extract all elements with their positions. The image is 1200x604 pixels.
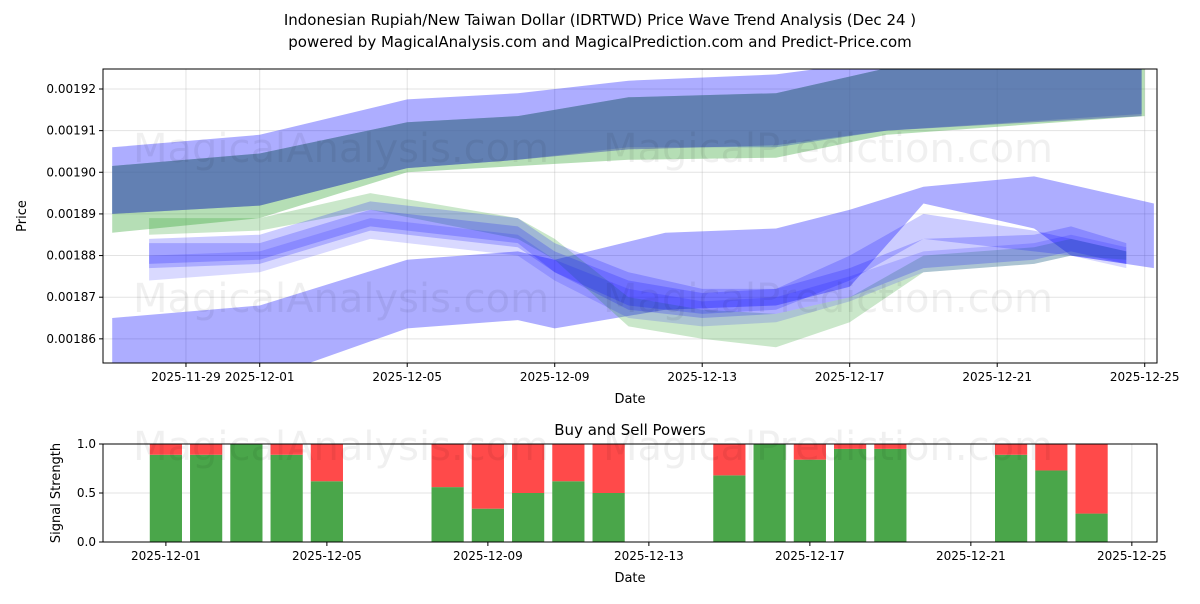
sell-bar — [270, 444, 303, 455]
price-ytick-label: 0.00187 — [46, 290, 96, 304]
chart-title-line2: powered by MagicalAnalysis.com and Magic… — [288, 33, 912, 51]
watermark-magicalprediction: MagicalPrediction.com — [603, 126, 1053, 172]
sell-bar — [431, 444, 464, 488]
signal-title: Buy and Sell Powers — [554, 421, 706, 439]
buy-bar — [552, 481, 585, 542]
buy-bar — [1035, 470, 1068, 542]
signal-xtick-label: 2025-12-01 — [131, 549, 201, 563]
wave-band-4 — [149, 218, 1127, 327]
price-xtick-label: 2025-12-09 — [520, 370, 590, 384]
wave-band-3 — [149, 209, 1127, 314]
price-ylabel: Price — [15, 200, 30, 232]
buy-bar — [793, 459, 826, 542]
lower-outer-band — [112, 176, 1154, 363]
sell-bar — [834, 444, 867, 449]
signal-xtick-label: 2025-12-05 — [292, 549, 362, 563]
signal-xtick-label: 2025-12-09 — [453, 549, 523, 563]
price-xtick-label: 2025-12-01 — [225, 370, 295, 384]
signal-xlabel: Date — [614, 571, 645, 586]
sell-bar — [1035, 444, 1068, 471]
sell-bar — [190, 444, 223, 455]
sell-bar — [471, 444, 504, 509]
price-xtick-label: 2025-12-25 — [1110, 370, 1180, 384]
price-bands — [112, 69, 1154, 363]
buy-bar — [230, 444, 263, 542]
watermark-magicalanalysis: MagicalAnalysis.com — [133, 424, 549, 470]
buy-bar — [431, 487, 464, 542]
buy-bar — [471, 508, 504, 542]
buy-bar — [1075, 513, 1108, 542]
sell-bar — [512, 444, 545, 493]
buy-bar — [270, 454, 303, 542]
signal-xtick-label: 2025-12-13 — [614, 549, 684, 563]
price-ytick-label: 0.00191 — [46, 124, 96, 138]
sell-bar — [592, 444, 625, 493]
signal-xtick-label: 2025-12-21 — [936, 549, 1006, 563]
buy-bar — [310, 481, 343, 542]
price-ytick-label: 0.00189 — [46, 207, 96, 221]
watermark-magicalprediction: MagicalPrediction.com — [603, 424, 1053, 470]
sell-bar — [552, 444, 585, 482]
buy-bar — [190, 454, 223, 542]
sell-bar — [149, 444, 182, 455]
buy-bar — [834, 448, 867, 542]
price-ytick-label: 0.00190 — [46, 165, 96, 179]
buy-bar — [874, 448, 907, 542]
signal-ytick-label: 0.0 — [77, 535, 96, 549]
buy-bar — [995, 454, 1028, 542]
sell-bar — [310, 444, 343, 482]
signal-xtick-label: 2025-12-25 — [1097, 549, 1167, 563]
price-xtick-label: 2025-11-29 — [151, 370, 221, 384]
price-chart: 2025-11-29 2025-12-01 2025-12-05 2025-12-09… — [46, 68, 1180, 384]
watermark-magicalanalysis: MagicalAnalysis.com — [133, 126, 549, 172]
sell-bar — [713, 444, 746, 476]
price-xtick-label: 2025-12-21 — [962, 370, 1032, 384]
wave-band-2 — [149, 201, 1127, 318]
upper-core-band — [112, 69, 1142, 214]
buy-bar — [149, 454, 182, 542]
signal-xtick-label: 2025-12-17 — [775, 549, 845, 563]
watermark-magicalprediction: MagicalPrediction.com — [603, 276, 1053, 322]
sell-bar — [793, 444, 826, 460]
price-axes-frame — [102, 68, 1158, 364]
chart-title-line1: Indonesian Rupiah/New Taiwan Dollar (IDR… — [284, 11, 916, 29]
signal-ytick-label: 0.5 — [77, 486, 96, 500]
price-xtick-label: 2025-12-13 — [667, 370, 737, 384]
sell-bar — [874, 444, 907, 449]
price-xtick-label: 2025-12-05 — [372, 370, 442, 384]
signal-chart: 2025-12-01 2025-12-05 2025-12-09 2025-12-13… — [77, 424, 1167, 563]
price-xtick-label: 2025-12-17 — [815, 370, 885, 384]
signal-axes-frame — [102, 443, 1158, 543]
price-ytick-label: 0.00192 — [46, 82, 96, 96]
price-ytick-label: 0.00188 — [46, 249, 96, 263]
signal-ylabel: Signal Strength — [49, 443, 64, 543]
price-xlabel: Date — [614, 392, 645, 407]
buy-bar — [592, 493, 625, 542]
buy-bar — [713, 475, 746, 542]
signal-ytick-label: 1.0 — [77, 437, 96, 451]
sell-bar — [1075, 444, 1108, 514]
watermark-magicalanalysis: MagicalAnalysis.com — [133, 276, 549, 322]
wave-band-1 — [149, 193, 1127, 348]
sell-bar — [995, 444, 1028, 455]
price-ytick-label: 0.00186 — [46, 332, 96, 346]
buy-bar — [753, 444, 786, 542]
buy-bar — [512, 493, 545, 542]
